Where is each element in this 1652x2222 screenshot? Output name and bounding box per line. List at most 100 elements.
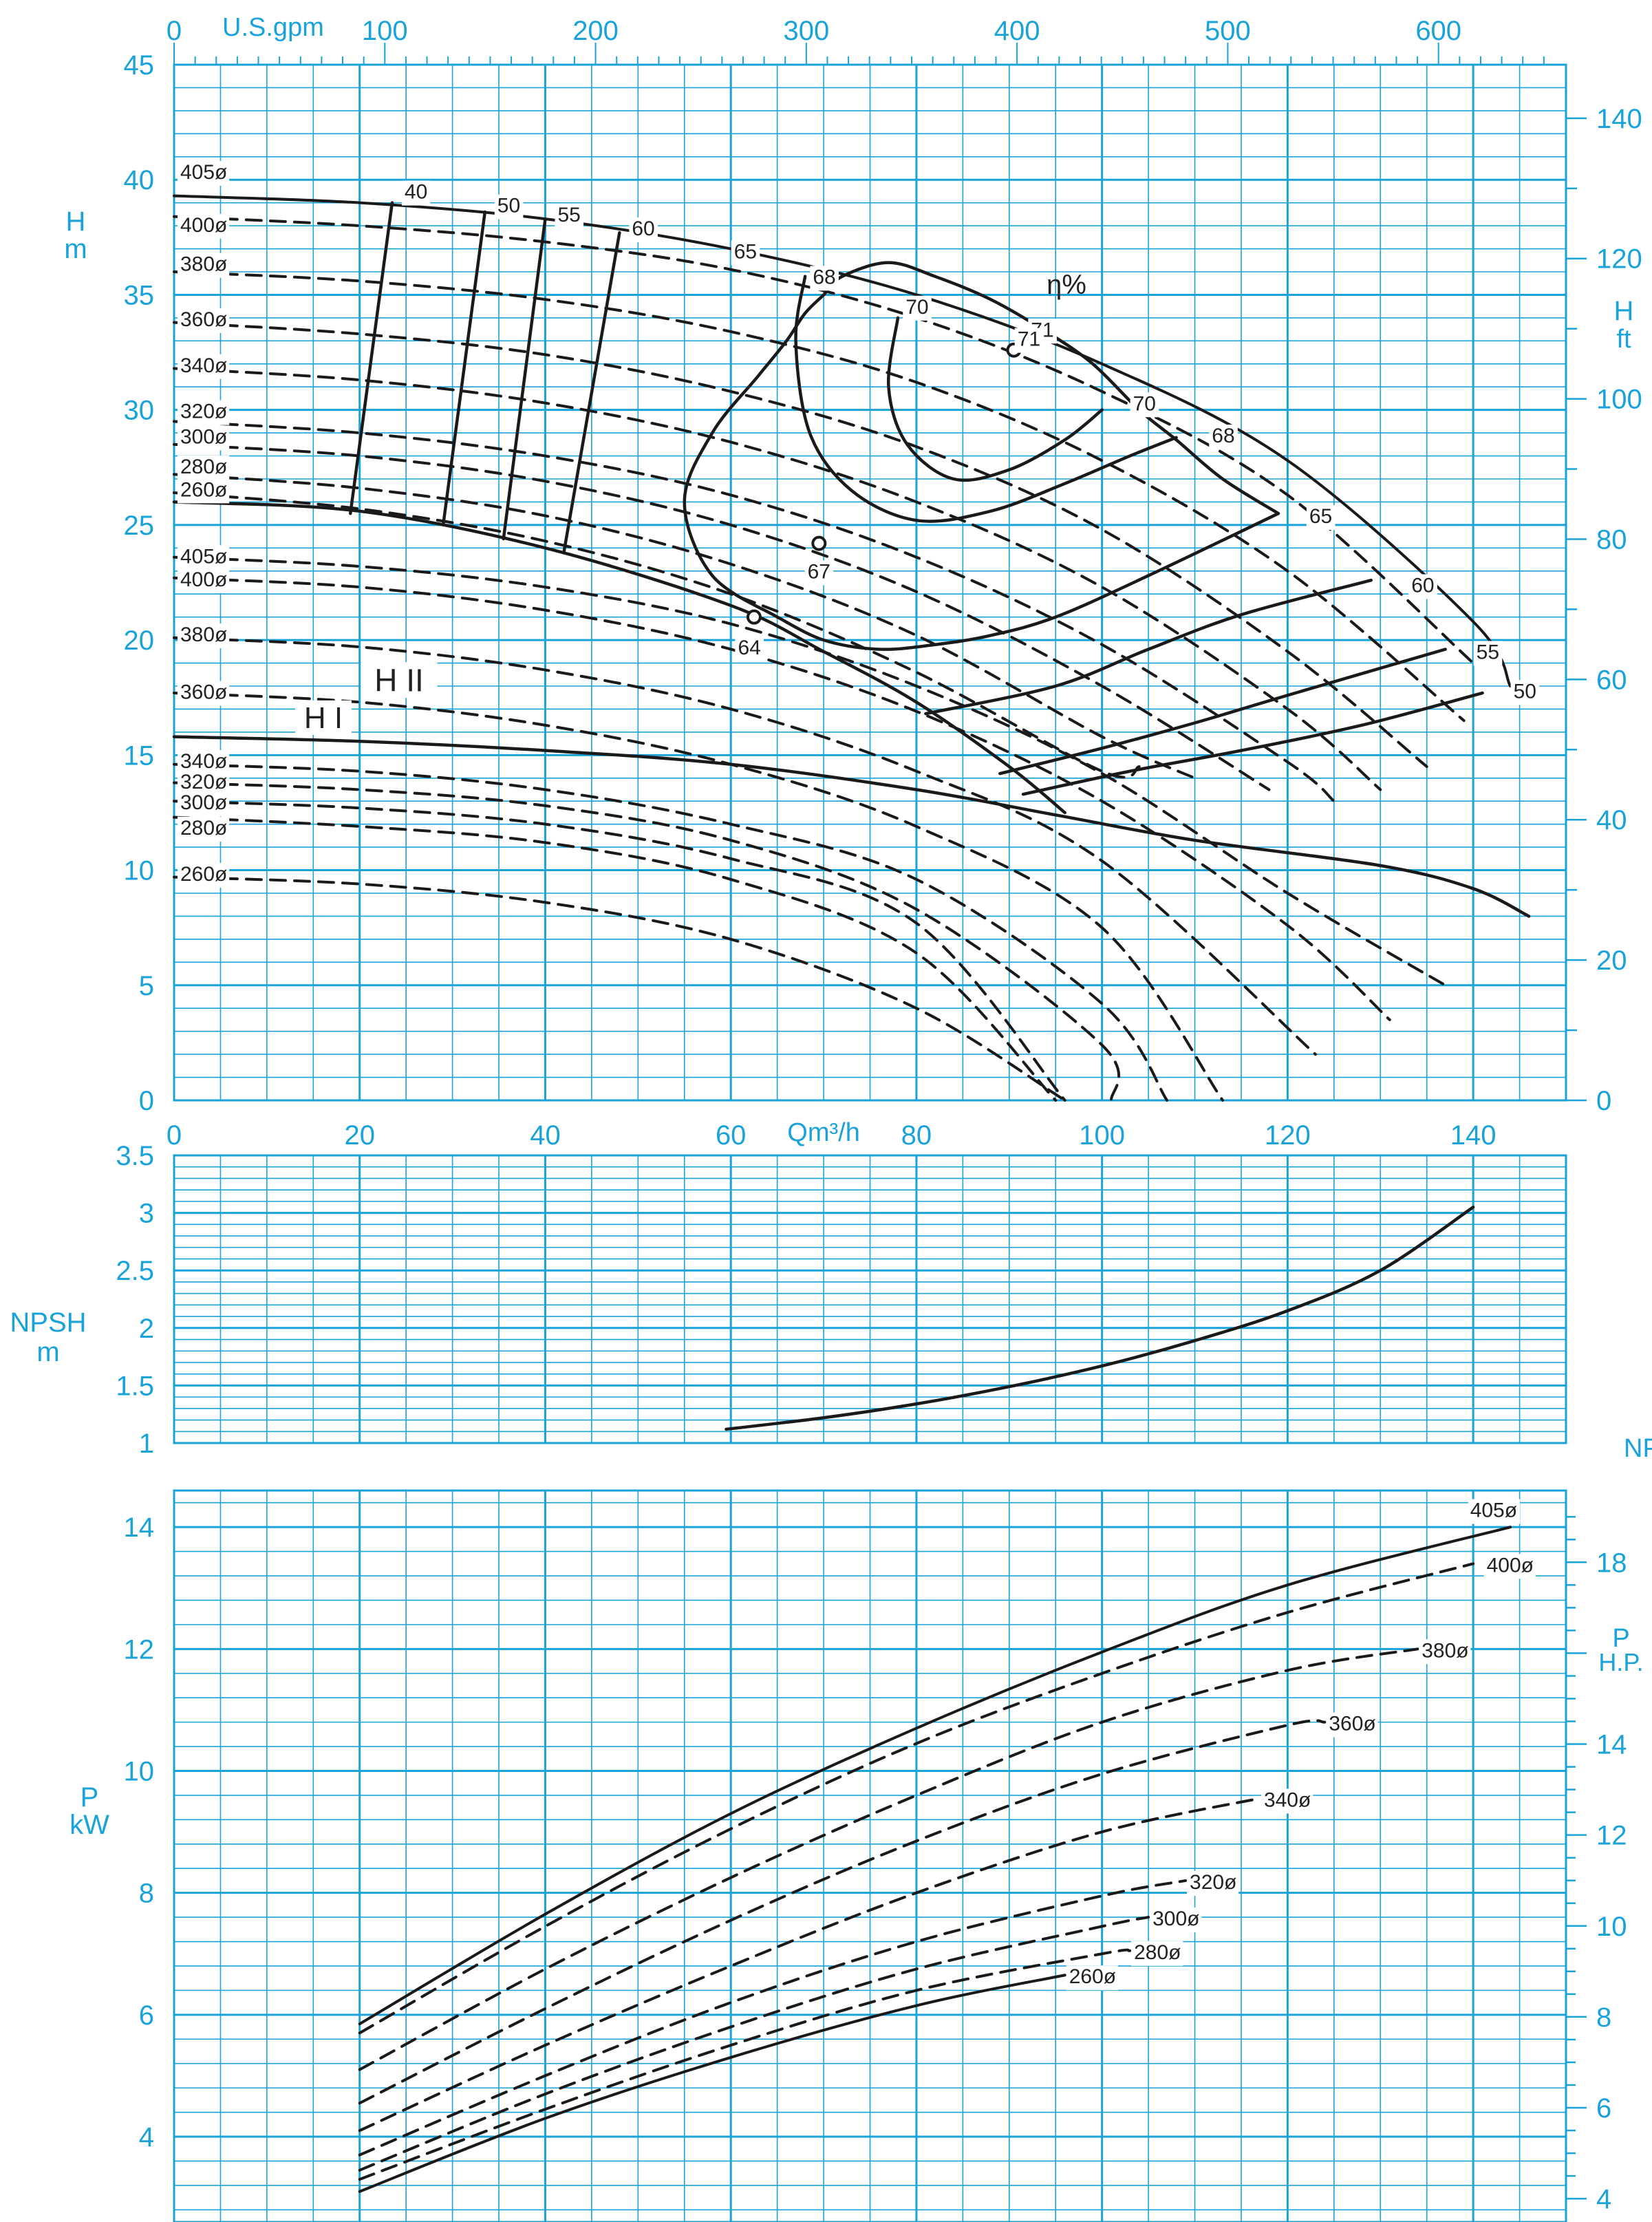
power-label-3-bg [1326,1712,1378,1738]
efficiency-label-5: 68 [813,266,835,288]
lower-size-label-6-bg [178,791,230,817]
power-label-0-bg [1468,1499,1521,1524]
efficiency-label-1: 50 [497,195,520,217]
efficiency-label-2: 55 [557,204,580,226]
ft-tick-label: 40 [1596,805,1627,835]
flow-tick-label: 140 [1450,1120,1497,1151]
ft-tick-label: 60 [1596,665,1627,695]
efficiency-label-11: 60 [1411,575,1434,597]
npsh-tick-label: 2.5 [116,1256,154,1286]
point-label-64: 64 [738,637,760,659]
head-tick-label: 10 [124,856,155,886]
upper-size-label-3-bg [178,308,230,333]
power-tick-label: 12 [124,1634,155,1665]
gpm-tick-label: 200 [572,16,619,46]
lower-size-label-4: 340ø [180,750,227,773]
power-tick-label: 6 [139,2000,154,2031]
head-axis-unit: m [64,234,87,264]
hp-tick-label: 6 [1596,2093,1611,2124]
efficiency-line-68 [794,275,1178,523]
efficiency-label-0-bg [401,180,431,206]
power-label-0: 405ø [1470,1499,1517,1522]
upper-size-label-4: 340ø [180,354,227,377]
power-tick-label: 10 [124,1756,155,1786]
efficiency-label-10-bg [1306,505,1335,531]
gpm-tick-label: 0 [167,16,182,46]
efficiency-symbol: η% [1047,270,1086,300]
upper-size-label-0: 405ø [180,161,227,184]
head-tick-label: 30 [124,396,155,426]
ft-axis-unit: ft [1616,325,1631,354]
lower-size-label-5: 320ø [180,771,227,793]
hii-curve-400 [173,215,1475,665]
efficiency-label-12: 55 [1477,641,1499,663]
head-tick-label: 15 [124,740,155,771]
ft-axis-title: H [1614,296,1634,326]
upper-size-label-7: 280ø [180,456,227,478]
upper-size-label-6: 300ø [180,425,227,448]
power-label-1: 400ø [1487,1554,1534,1577]
efficiency-line-70 [886,316,1104,482]
hi-label-bg [295,700,352,735]
ft-tick-label: 0 [1596,1086,1611,1116]
efficiency-label-4-bg [731,240,760,266]
hii-curve-320 [173,420,1335,803]
hii-curve-280 [173,473,1197,780]
upper-size-label-5-bg [178,400,230,425]
upper-size-label-1: 400ø [180,214,227,237]
power-tick-label: 14 [124,1513,155,1543]
ft-tick-label: 80 [1596,524,1627,555]
point-label-64-bg [735,636,764,661]
power-curve-405 [358,1526,1512,2026]
ft-tick-label: 140 [1596,104,1642,134]
efficiency-label-3-bg [629,217,658,243]
npsh-right-axis-title: NP [1624,1434,1652,1463]
npsh-axis-unit: m [36,1337,59,1367]
efficiency-label-6: 70 [905,296,928,319]
power-curve-280 [358,1948,1132,2181]
npsh-tick-label: 1.5 [116,1371,154,1401]
power-curve-300 [358,1916,1150,2172]
flow-tick-label: 100 [1079,1120,1125,1151]
point-label-67-bg [804,560,834,586]
efficiency-label-12-bg [1473,641,1503,666]
power-label-3: 360ø [1329,1713,1375,1735]
efficiency-label-8: 70 [1133,392,1156,415]
upper-size-label-7-bg [178,455,230,480]
upper-size-label-2: 380ø [180,253,227,276]
lower-size-label-8-bg [178,862,230,888]
efficiency-label-5-bg [810,266,839,291]
hp-axis-unit: H.P. [1598,1648,1643,1676]
gpm-tick-label: 500 [1205,16,1251,46]
upper-size-label-1-bg [178,213,230,239]
lower-size-label-4-bg [178,750,230,776]
power-label-6-bg [1150,1908,1202,1933]
hi-label: H I [304,701,343,735]
hp-tick-label: 8 [1596,2002,1611,2033]
power-label-1-bg [1483,1554,1536,1579]
gpm-tick-label: 100 [362,16,408,46]
hii-label-bg [361,662,438,698]
head-tick-label: 5 [139,971,154,1001]
hii-curve-380 [173,270,1466,723]
power-axis-title: P [81,1782,99,1813]
efficiency-label-10: 65 [1309,505,1332,528]
efficiency-line-50 [1021,691,1484,796]
gpm-tick-label: 300 [783,16,829,46]
power-label-8: 260ø [1069,1965,1116,1988]
hii-lower-boundary [172,500,1066,815]
efficiency-line-50 [441,210,487,527]
power-label-5: 320ø [1190,1871,1236,1894]
gpm-tick-label: 600 [1415,16,1461,46]
flow-tick-label: 120 [1265,1120,1311,1151]
efficiency-label-4: 65 [734,241,757,264]
head-axis-title: H [66,206,86,237]
power-label-4: 340ø [1264,1788,1311,1811]
efficiency-line-40 [348,201,394,515]
point-label-67: 67 [808,560,830,583]
power-label-6: 300ø [1152,1908,1199,1930]
lower-size-label-8: 260ø [180,863,227,886]
upper-size-label-0-bg [178,160,230,186]
curve-labels: 405ø400ø380ø360ø340ø320ø300ø280ø260ø405ø… [178,160,1540,1991]
